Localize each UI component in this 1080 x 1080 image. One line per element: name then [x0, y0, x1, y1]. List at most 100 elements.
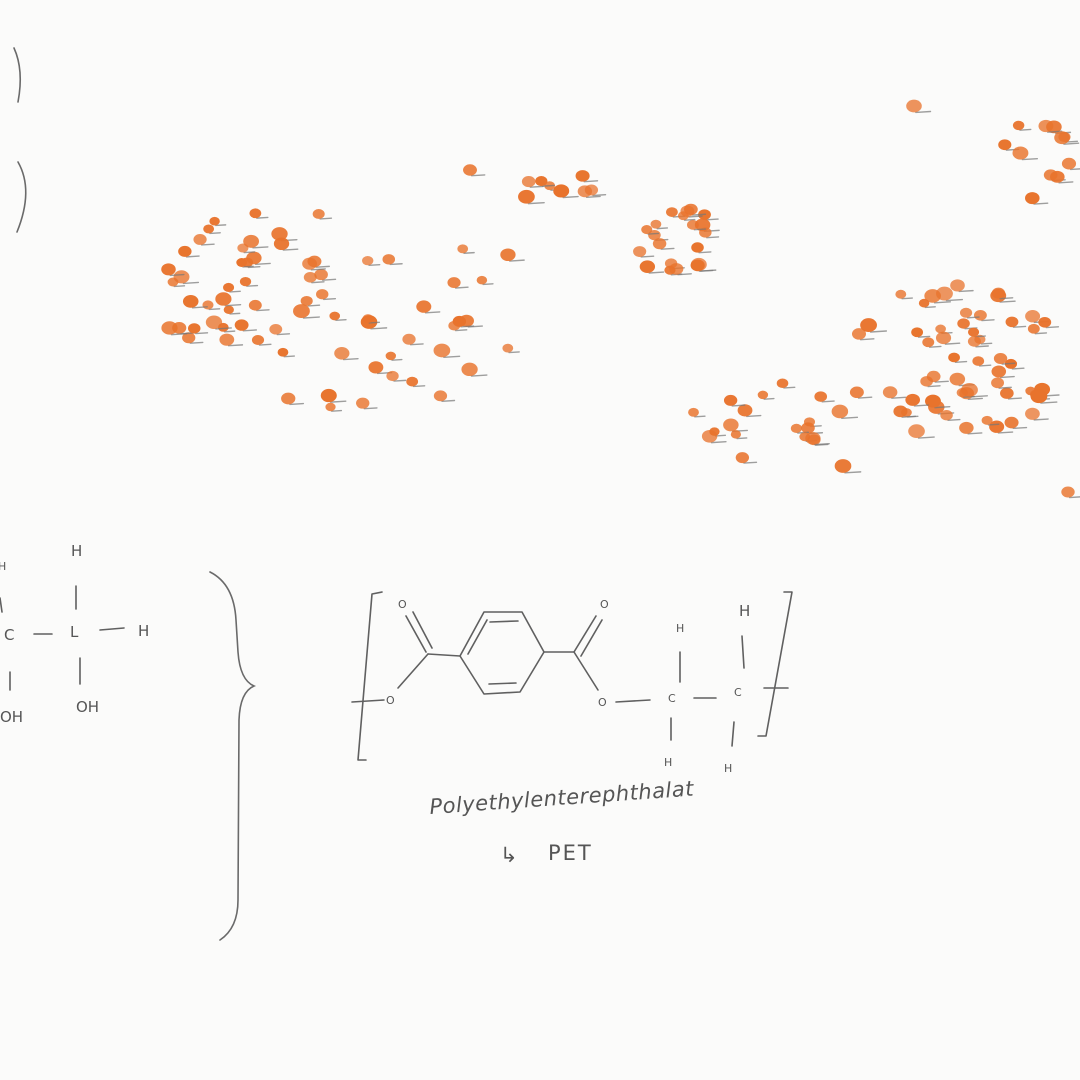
dot-shadow: [302, 316, 320, 319]
orange-dot-icon: [251, 334, 265, 346]
benzene-ring: [459, 611, 545, 695]
orange-dot-icon: [936, 286, 953, 301]
atom-c1: C: [668, 692, 676, 705]
orange-dot-icon: [1025, 310, 1041, 323]
dot-shadow: [783, 386, 796, 389]
dot-shadow: [945, 298, 963, 302]
orange-dot-icon: [680, 205, 695, 217]
dot-shadow: [335, 319, 347, 322]
orange-dot-icon: [805, 431, 821, 445]
orange-dot-icon: [918, 298, 930, 308]
orange-dot-icon: [1038, 119, 1054, 133]
orange-dot-icon: [908, 424, 925, 439]
bond-vertical-top-left: [0, 597, 3, 613]
dot-shadow: [705, 218, 719, 221]
orange-dot-icon: [223, 282, 235, 292]
orange-dot-icon: [246, 251, 262, 265]
orange-dot-icon: [205, 315, 223, 329]
dot-shadow: [857, 396, 873, 399]
orange-dot-icon: [234, 319, 249, 331]
dot-shadow: [688, 215, 703, 218]
orange-dot-icon: [1004, 416, 1019, 429]
orange-dot-icon: [893, 405, 908, 418]
dot-shadow: [562, 195, 579, 199]
dot-shadow: [363, 407, 378, 410]
orange-dot-icon: [814, 391, 828, 402]
dot-shadow: [424, 311, 441, 314]
dot-shadow: [731, 404, 746, 407]
dot-shadow: [1063, 142, 1080, 145]
pet-arrow-icon: ↳: [500, 843, 520, 867]
orange-dot-icon: [1054, 131, 1070, 145]
orange-dot-icon: [500, 248, 516, 262]
polymer-bracket-left: [357, 591, 383, 761]
orange-dot-icon: [386, 370, 399, 382]
dot-shadow: [255, 262, 271, 265]
orange-dot-icon: [382, 254, 396, 265]
orange-dot-icon: [1005, 316, 1019, 328]
bond-to-ring-left: [427, 653, 461, 657]
dot-shadow: [224, 303, 242, 307]
dot-shadow: [927, 385, 941, 388]
orange-dot-icon: [730, 430, 742, 439]
dot-shadow: [329, 400, 347, 403]
orange-dot-icon: [193, 234, 207, 245]
dot-shadow: [592, 194, 607, 197]
orange-dot-icon: [502, 343, 514, 353]
orange-dot-icon: [320, 388, 337, 403]
orange-dot-icon: [652, 238, 667, 250]
orange-dot-icon: [461, 362, 478, 377]
dot-shadow: [1034, 332, 1048, 335]
atom-o-carbonyl-left: O: [398, 598, 407, 611]
dot-shadow: [482, 283, 494, 286]
atom-h-c1-top: H: [676, 622, 684, 635]
dot-shadow: [331, 409, 343, 412]
orange-dot-icon: [178, 245, 192, 257]
orange-dot-icon: [1027, 323, 1040, 334]
orange-dot-icon: [666, 207, 678, 217]
dot-shadow: [691, 213, 707, 216]
orange-dot-icon: [723, 394, 738, 406]
orange-dot-icon: [293, 304, 310, 319]
dot-shadow: [1012, 325, 1027, 328]
ring-double-bond-bottom: [488, 682, 517, 685]
orange-dot-icon: [688, 407, 699, 417]
orange-dot-icon: [699, 227, 712, 238]
atom-oh-left: OH: [0, 708, 23, 726]
dot-shadow: [319, 217, 333, 220]
dot-shadow: [944, 342, 961, 345]
bond-chain-start: [351, 699, 385, 703]
dot-shadow: [693, 228, 707, 231]
orange-dot-icon: [690, 259, 705, 272]
orange-dot-icon: [948, 352, 960, 363]
orange-dot-icon: [385, 351, 396, 361]
orange-dot-icon: [701, 429, 718, 443]
orange-dot-icon: [239, 276, 252, 287]
dot-shadow: [185, 255, 200, 258]
orange-dot-icon: [935, 331, 952, 345]
orange-dot-icon: [911, 327, 924, 338]
dot-shadow: [454, 286, 469, 289]
orange-dot-icon: [1061, 486, 1075, 498]
dot-shadow: [443, 355, 461, 359]
dot-shadow: [368, 321, 381, 324]
dot-shadow: [583, 180, 599, 183]
orange-dot-icon: [691, 242, 704, 253]
dot-shadow: [928, 345, 942, 348]
orange-dot-icon: [237, 243, 249, 253]
dot-shadow: [710, 441, 727, 444]
atom-c2: C: [734, 686, 742, 699]
top-bracket-2: [16, 161, 27, 233]
dot-shadow: [282, 248, 299, 251]
dot-shadow: [1021, 157, 1038, 161]
double-bond-left-b: [412, 611, 433, 649]
curly-brace: [209, 571, 257, 941]
orange-dot-icon: [433, 343, 451, 358]
dot-shadow: [677, 273, 692, 276]
dot-shadow: [191, 306, 208, 309]
dot-shadow: [999, 375, 1015, 379]
dot-shadow: [283, 355, 296, 358]
double-bond-right-b: [580, 619, 603, 657]
atom-h-right: H: [138, 622, 149, 640]
pet-name-label: Polyethylenterephthalat: [429, 777, 695, 819]
